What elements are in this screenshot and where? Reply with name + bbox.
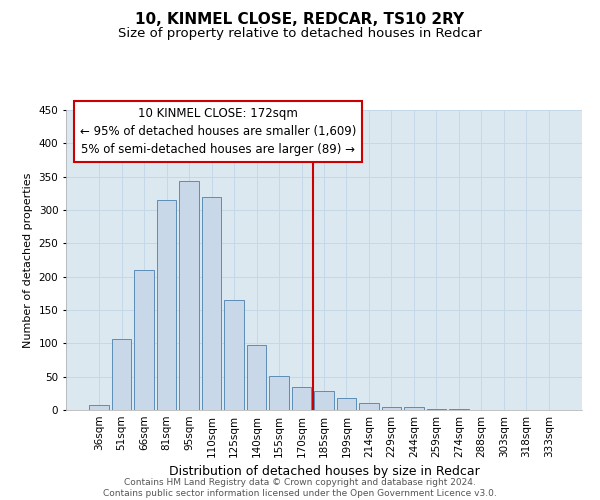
Bar (247, 346, 266, 410)
Bar (134, 270, 154, 410)
Bar (337, 398, 356, 410)
Bar (157, 200, 176, 410)
Text: 10, KINMEL CLOSE, REDCAR, TS10 2RY: 10, KINMEL CLOSE, REDCAR, TS10 2RY (136, 12, 464, 28)
Bar (269, 376, 289, 410)
Bar (224, 300, 244, 410)
Y-axis label: Number of detached properties: Number of detached properties (23, 172, 33, 348)
Bar (314, 392, 334, 410)
Bar (112, 340, 131, 410)
Bar (359, 404, 379, 410)
Bar (404, 408, 424, 410)
X-axis label: Distribution of detached houses by size in Redcar: Distribution of detached houses by size … (169, 466, 479, 478)
Text: 10 KINMEL CLOSE: 172sqm
← 95% of detached houses are smaller (1,609)
5% of semi-: 10 KINMEL CLOSE: 172sqm ← 95% of detache… (80, 107, 356, 156)
Bar (179, 182, 199, 410)
Bar (202, 198, 221, 410)
Text: Size of property relative to detached houses in Redcar: Size of property relative to detached ho… (118, 28, 482, 40)
Bar (382, 406, 401, 410)
Bar (89, 406, 109, 410)
Bar (292, 386, 311, 410)
Text: Contains HM Land Registry data © Crown copyright and database right 2024.
Contai: Contains HM Land Registry data © Crown c… (103, 478, 497, 498)
